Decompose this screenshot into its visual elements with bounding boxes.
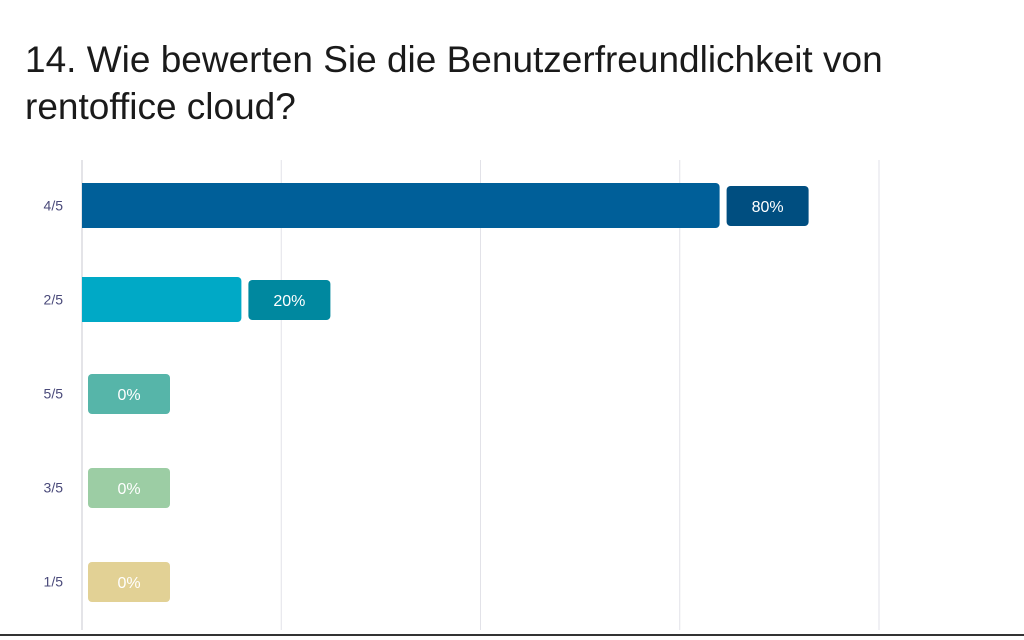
bar bbox=[82, 277, 242, 322]
category-label: 4/5 bbox=[44, 198, 64, 214]
value-label-box bbox=[88, 374, 170, 414]
category-label: 1/5 bbox=[44, 574, 64, 590]
value-label-box bbox=[248, 280, 331, 320]
category-label: 2/5 bbox=[44, 292, 64, 308]
bar bbox=[82, 183, 720, 228]
category-label: 3/5 bbox=[44, 480, 64, 496]
value-label-box bbox=[88, 468, 170, 508]
value-label: 0% bbox=[117, 387, 140, 404]
value-label: 0% bbox=[117, 575, 140, 592]
value-label: 80% bbox=[752, 199, 784, 216]
value-label: 0% bbox=[117, 481, 140, 498]
question-title: 14. Wie bewerten Sie die Benutzerfreundl… bbox=[25, 39, 883, 127]
bottom-divider bbox=[0, 634, 1024, 636]
bar-left-edge bbox=[82, 277, 88, 322]
category-label: 5/5 bbox=[44, 386, 64, 402]
value-label-box bbox=[726, 186, 809, 226]
value-label: 20% bbox=[273, 293, 305, 310]
bar-left-edge bbox=[82, 183, 88, 228]
value-label-box bbox=[88, 562, 170, 602]
